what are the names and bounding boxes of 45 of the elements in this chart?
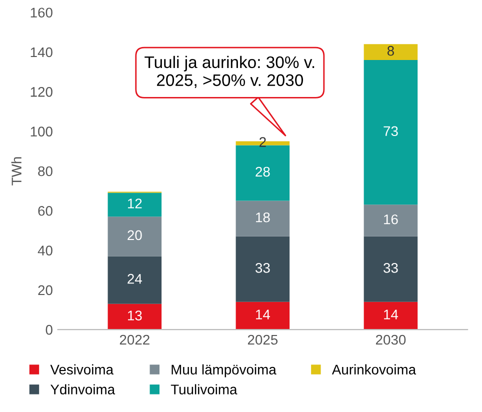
- data-label: 14: [384, 310, 398, 320]
- data-label: 13: [128, 310, 142, 320]
- bar: [236, 200, 290, 236]
- y-tick-label: 40: [38, 246, 52, 256]
- legend-label: Aurinkovoima: [332, 364, 416, 375]
- data-label: 33: [384, 263, 398, 273]
- legend-label: Ydinvoima: [50, 384, 116, 394]
- legend-label: Vesivoima: [50, 364, 114, 375]
- y-axis-title: TWh: [11, 157, 22, 186]
- bar: [364, 44, 418, 60]
- y-tick-label: 60: [38, 206, 52, 216]
- data-label: 18: [256, 212, 270, 222]
- bar: [108, 216, 162, 256]
- bar: [108, 192, 162, 217]
- data-label: 16: [384, 214, 398, 224]
- y-tick-label: 100: [30, 126, 52, 136]
- data-label: 73: [384, 126, 398, 136]
- bar: [108, 304, 162, 330]
- bar: [364, 302, 418, 330]
- data-label: 12: [128, 198, 142, 208]
- bar: [236, 145, 290, 201]
- legend-label: Tuulivoima: [170, 384, 238, 394]
- annotation: Tuuli ja aurinko: 30% v. 2025, >50% v. 2030: [144, 56, 314, 88]
- data-label: 8: [387, 46, 394, 56]
- data-label: 33: [255, 263, 270, 273]
- y-tick-label: 80: [38, 166, 52, 176]
- x-tick-label: 2022: [120, 334, 150, 345]
- data-label: 14: [256, 310, 270, 320]
- y-tick-label: 20: [38, 285, 52, 296]
- x-tick-label: 2030: [376, 334, 406, 345]
- bar: [364, 204, 418, 236]
- bar: [108, 256, 162, 304]
- data-label: 24: [128, 274, 142, 284]
- y-tick-label: 160: [30, 8, 52, 18]
- bar: [236, 236, 290, 302]
- y-tick-label: 140: [30, 47, 52, 58]
- data-label: 20: [128, 230, 142, 240]
- y-tick-label: 0: [46, 324, 52, 335]
- bar: [364, 236, 418, 302]
- bar: [364, 60, 418, 205]
- legend-label: Muu lämpövoima: [172, 364, 276, 378]
- y-tick-label: 120: [30, 87, 52, 97]
- x-tick-label: 2025: [248, 334, 278, 345]
- bar: [236, 302, 290, 330]
- data-label: 28: [256, 166, 270, 177]
